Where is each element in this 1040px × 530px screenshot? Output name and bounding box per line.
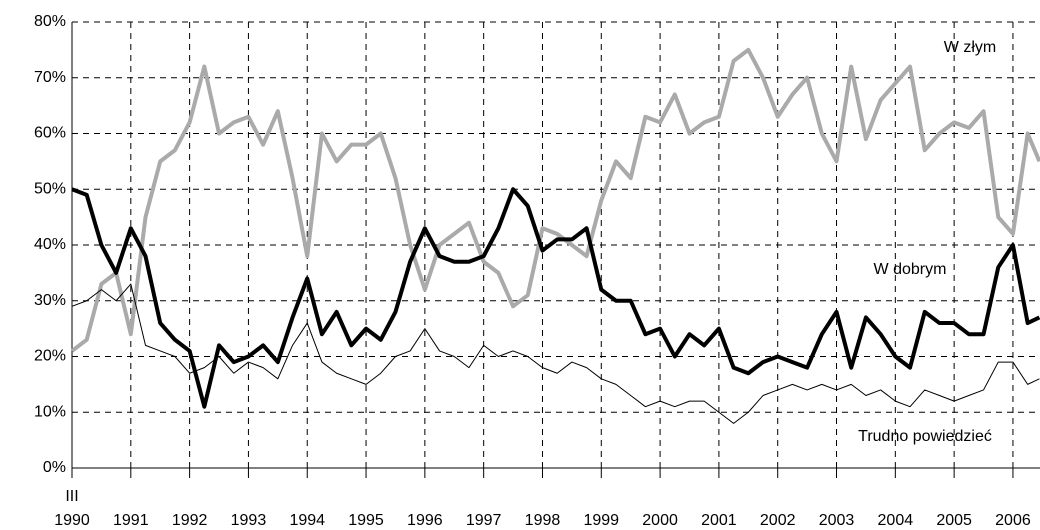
y-tick-label: 0% <box>43 459 66 476</box>
series-label: Trudno powiedzieć <box>858 428 992 445</box>
x-start-label: III <box>65 488 78 505</box>
y-tick-label: 50% <box>34 180 66 197</box>
x-tick-label: 1998 <box>525 512 561 529</box>
x-tick-label: 1993 <box>231 512 267 529</box>
x-tick-label: 2006 <box>995 512 1031 529</box>
series-line <box>71 187 1040 409</box>
x-tick-label: 2000 <box>642 512 678 529</box>
series-line <box>71 283 1040 424</box>
series-line <box>70 47 1040 353</box>
x-tick-label: 2004 <box>878 512 914 529</box>
x-tick-label: 1999 <box>583 512 619 529</box>
x-tick-label: 1994 <box>289 512 325 529</box>
y-tick-label: 80% <box>34 13 66 30</box>
x-tick-label: 1990 <box>54 512 90 529</box>
x-tick-label: 1997 <box>466 512 502 529</box>
x-tick-label: 1995 <box>348 512 384 529</box>
y-tick-label: 70% <box>34 69 66 86</box>
x-tick-label: 2002 <box>760 512 796 529</box>
y-tick-label: 60% <box>34 125 66 142</box>
x-tick-label: 1991 <box>113 512 149 529</box>
y-tick-label: 40% <box>34 236 66 253</box>
y-tick-label: 10% <box>34 403 66 420</box>
series-label: W złym <box>944 39 996 56</box>
x-tick-label: 2005 <box>936 512 972 529</box>
x-tick-label: 2001 <box>701 512 737 529</box>
x-tick-label: 1992 <box>172 512 208 529</box>
y-tick-label: 30% <box>34 292 66 309</box>
series-label: W dobrym <box>874 261 947 278</box>
x-tick-label: 2003 <box>819 512 855 529</box>
x-tick-label: 1996 <box>407 512 443 529</box>
y-tick-label: 20% <box>34 348 66 365</box>
